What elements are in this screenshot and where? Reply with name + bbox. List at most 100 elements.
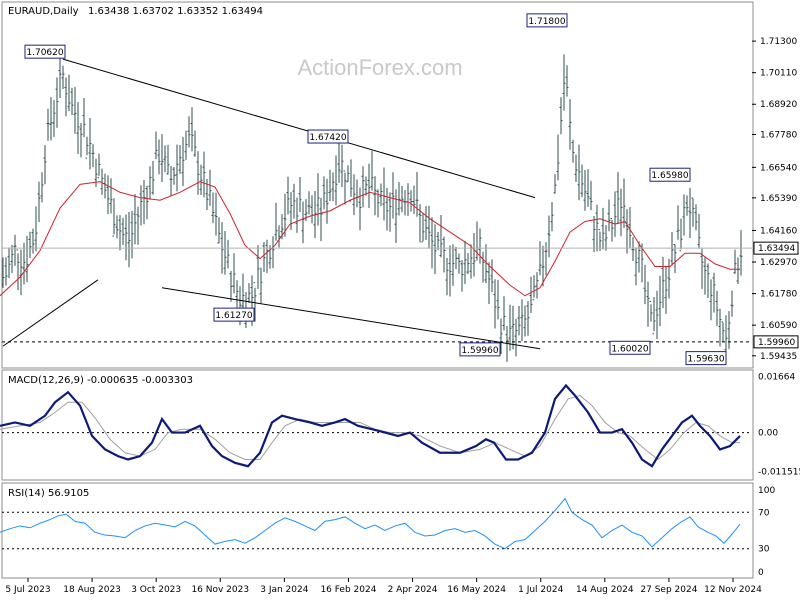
price-tick-label: 1.67780 — [760, 130, 797, 140]
price-bar — [556, 134, 560, 181]
axis-layer: 1.71300 1.70110 1.68920 1.67780 1.66540 1.653… — [5, 37, 800, 595]
price-bar — [235, 280, 239, 310]
rsi-tick-label: 30 — [758, 545, 770, 555]
rsi-layer — [0, 497, 752, 550]
rsi-tick-label: 0 — [758, 568, 764, 578]
price-bar — [502, 296, 506, 331]
price-bar — [715, 290, 719, 326]
symbol-label: EURAUD,Daily — [8, 6, 79, 17]
price-tick-label: 1.71300 — [760, 37, 797, 47]
annotation-label: 1.67420 — [309, 133, 346, 143]
price-bar — [340, 144, 344, 187]
price-bar — [22, 242, 26, 285]
price-bar — [589, 180, 593, 211]
price-bar — [478, 228, 482, 264]
price-bar — [61, 65, 65, 89]
date-tick-label: 5 Jul 2023 — [5, 585, 50, 595]
price-annotation: 1.71800 — [526, 13, 568, 28]
price-bar — [106, 175, 110, 215]
price-bar — [553, 174, 557, 194]
price-bar — [118, 215, 122, 251]
price-bar — [622, 178, 626, 229]
price-tick-label: 1.64160 — [760, 226, 797, 236]
price-tag-label: 1.59960 — [758, 338, 795, 348]
price-bar — [586, 169, 590, 207]
price-bar — [490, 259, 494, 293]
price-bar — [538, 241, 542, 276]
price-bar — [649, 300, 653, 322]
price-bar — [346, 165, 350, 183]
macd-layer — [0, 383, 752, 468]
price-bar — [283, 193, 287, 237]
price-bar — [43, 145, 47, 185]
price-bar — [373, 176, 377, 216]
price-bar — [433, 224, 437, 275]
price-bar — [34, 206, 38, 252]
price-bar — [562, 54, 566, 111]
price-bar — [112, 198, 116, 237]
price-bar — [145, 185, 149, 220]
price-bar — [700, 248, 704, 289]
price-bar — [361, 166, 365, 208]
price-bar — [73, 86, 77, 134]
price-bars — [1, 48, 743, 362]
annotation-label: 1.71800 — [528, 17, 565, 27]
price-bar — [439, 214, 443, 258]
price-bar — [682, 194, 686, 236]
price-bar — [298, 177, 302, 212]
price-bar — [163, 145, 167, 173]
trendline — [62, 58, 536, 199]
macd-tick-label: -0.011515 — [758, 467, 800, 477]
price-bar — [634, 247, 638, 286]
price-bar — [667, 258, 671, 299]
price-tick-label: 1.61780 — [760, 290, 797, 300]
price-bar — [217, 217, 221, 244]
price-bar — [55, 77, 59, 128]
price-bar — [148, 166, 152, 200]
price-bar — [67, 74, 71, 112]
date-tick-label: 27 Sep 2024 — [640, 585, 697, 595]
price-bar — [448, 245, 452, 297]
price-bar — [535, 272, 539, 299]
macd-tick-label: 0.00 — [758, 429, 778, 439]
price-bar — [550, 202, 554, 232]
price-bar — [82, 97, 86, 138]
price-bar — [364, 176, 368, 196]
macd-title: MACD(12,26,9) -0.000635 -0.003303 — [8, 375, 193, 386]
price-bar — [529, 276, 533, 314]
price-bar — [157, 139, 161, 175]
price-bar — [709, 279, 713, 321]
price-bar — [358, 187, 362, 231]
price-bar — [472, 233, 476, 277]
price-bar — [424, 206, 428, 240]
price-bar — [10, 244, 14, 273]
watermark: ActionForex.com — [297, 55, 462, 80]
price-bar — [655, 290, 659, 340]
price-bar — [328, 169, 332, 201]
price-bar — [412, 185, 416, 214]
price-bar — [541, 245, 545, 287]
price-bar — [604, 225, 608, 251]
price-bar — [415, 172, 419, 217]
price-bar — [409, 190, 413, 212]
price-bar — [421, 213, 425, 243]
price-bar — [193, 130, 197, 157]
price-bar — [673, 243, 677, 274]
price-bar — [79, 123, 83, 158]
price-bar — [568, 99, 572, 150]
annotation-label: 1.65980 — [651, 171, 688, 181]
price-annotation: 1.70620 — [24, 44, 66, 59]
price-bar — [661, 256, 665, 309]
price-bar — [292, 183, 296, 219]
price-annotation: 1.59630 — [685, 351, 727, 366]
price-bar — [307, 191, 311, 215]
price-bar — [133, 193, 137, 245]
price-bar — [199, 164, 203, 195]
price-bar — [658, 275, 662, 327]
price-bar — [130, 210, 134, 259]
price-bar — [703, 257, 707, 295]
price-bar — [391, 172, 395, 219]
price-bar — [127, 211, 131, 268]
date-tick-label: 12 Nov 2024 — [704, 585, 762, 595]
price-bar — [88, 117, 92, 170]
